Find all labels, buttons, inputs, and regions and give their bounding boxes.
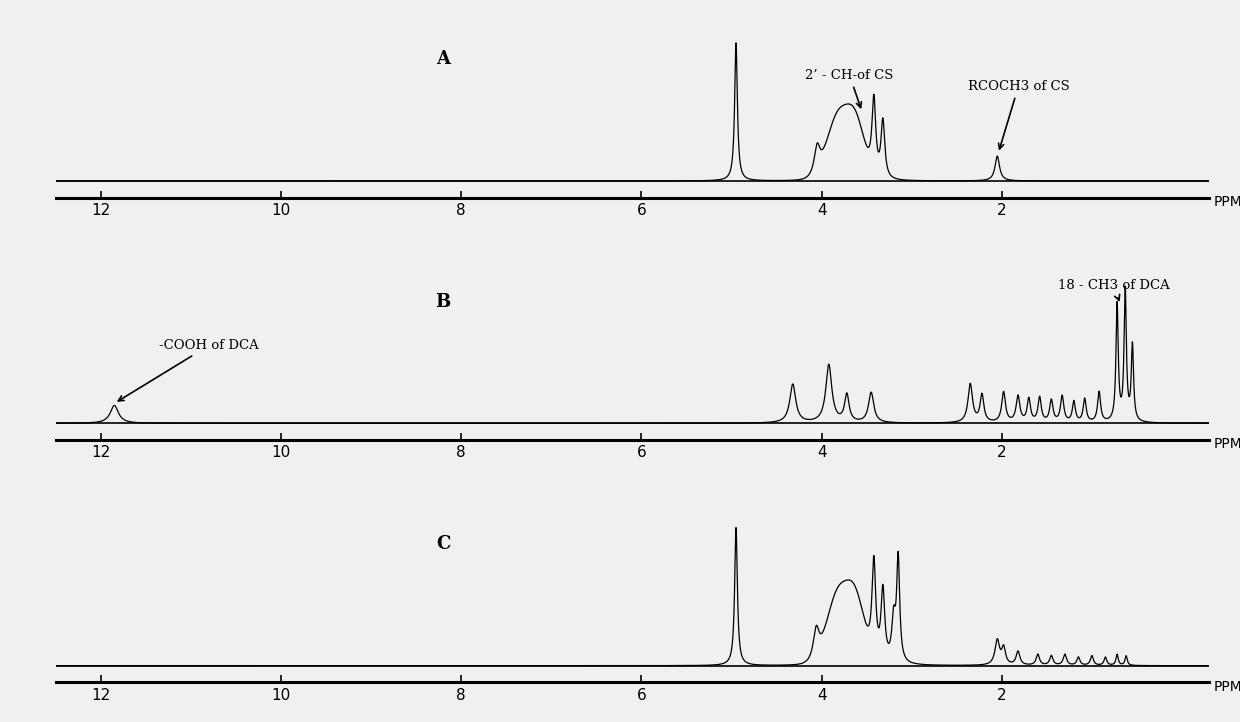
Text: C: C — [436, 535, 450, 553]
Text: A: A — [436, 51, 450, 69]
Text: PPM: PPM — [1214, 195, 1240, 209]
Text: -COOH of DCA: -COOH of DCA — [118, 339, 259, 401]
Text: PPM: PPM — [1214, 437, 1240, 451]
Text: B: B — [435, 293, 451, 311]
Text: RCOCH3 of CS: RCOCH3 of CS — [967, 80, 1069, 149]
Text: 2’ - CH-of CS: 2’ - CH-of CS — [806, 69, 894, 108]
Text: PPM: PPM — [1214, 679, 1240, 694]
Text: 18 - CH3 of DCA: 18 - CH3 of DCA — [1058, 279, 1169, 300]
